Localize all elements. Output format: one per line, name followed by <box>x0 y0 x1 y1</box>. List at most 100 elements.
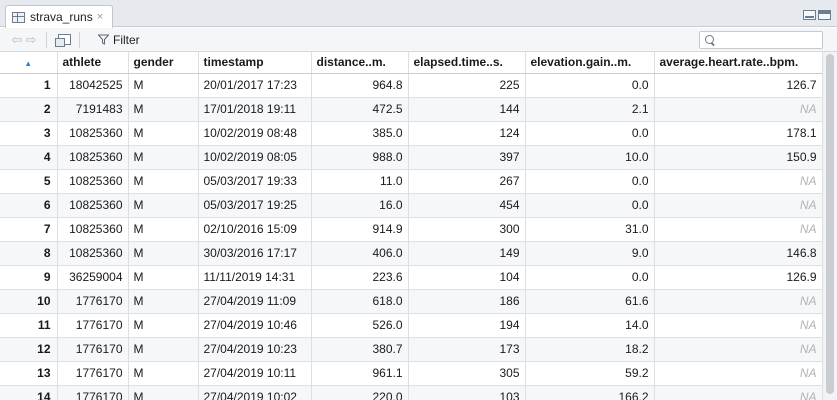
table-row: 4 10825360 M 10/02/2019 08:05 988.0 397 10.0 15… <box>0 145 822 170</box>
table-row: 1 18042525 M 20/01/2017 17:23 964.8 225 0.0 126… <box>0 73 822 98</box>
header-row: ▲ athlete gender timestamp distance..m. … <box>0 52 822 74</box>
athlete-cell: 1776170 <box>57 289 129 314</box>
distance-cell: 380.7 <box>311 337 409 362</box>
column-header-gender[interactable]: gender <box>128 52 199 74</box>
minimize-icon[interactable] <box>803 10 816 20</box>
elapsed-time-cell: 225 <box>408 73 526 98</box>
row-index: 8 <box>0 241 58 266</box>
gender-cell: M <box>128 193 199 218</box>
heart-rate-cell: 150.9 <box>654 145 822 170</box>
column-header-timestamp[interactable]: timestamp <box>198 52 312 74</box>
heart-rate-cell: NA <box>654 385 822 400</box>
heart-rate-cell: 178.1 <box>654 121 822 146</box>
filter-button[interactable]: Filter <box>94 31 144 49</box>
athlete-cell: 1776170 <box>57 337 129 362</box>
heart-rate-cell: 126.9 <box>654 265 822 290</box>
timestamp-cell: 11/11/2019 14:31 <box>198 265 312 290</box>
athlete-cell: 18042525 <box>57 73 129 98</box>
elapsed-time-cell: 305 <box>408 361 526 386</box>
elapsed-time-cell: 124 <box>408 121 526 146</box>
heart-rate-cell: NA <box>654 97 822 122</box>
gender-cell: M <box>128 97 199 122</box>
elevation-gain-cell: 0.0 <box>525 193 655 218</box>
elapsed-time-cell: 173 <box>408 337 526 362</box>
sort-ascending-icon: ▲ <box>24 59 33 69</box>
athlete-cell: 10825360 <box>57 169 129 194</box>
funnel-icon <box>98 34 109 45</box>
arrow-left-icon[interactable]: ⇦ <box>11 31 23 47</box>
elevation-gain-cell: 0.0 <box>525 121 655 146</box>
gender-cell: M <box>128 337 199 362</box>
distance-cell: 11.0 <box>311 169 409 194</box>
timestamp-cell: 02/10/2016 15:09 <box>198 217 312 242</box>
timestamp-cell: 27/04/2019 10:02 <box>198 385 312 400</box>
distance-cell: 406.0 <box>311 241 409 266</box>
row-index: 1 <box>0 73 58 98</box>
timestamp-cell: 20/01/2017 17:23 <box>198 73 312 98</box>
timestamp-cell: 27/04/2019 10:11 <box>198 361 312 386</box>
athlete-cell: 10825360 <box>57 145 129 170</box>
gender-cell: M <box>128 121 199 146</box>
heart-rate-cell: 146.8 <box>654 241 822 266</box>
distance-cell: 618.0 <box>311 289 409 314</box>
table-row: 10 1776170 M 27/04/2019 11:09 618.0 186 61.6 NA <box>0 289 822 314</box>
close-icon[interactable]: × <box>96 11 104 23</box>
toolbar-divider <box>79 31 80 48</box>
row-index: 12 <box>0 337 58 362</box>
table-row: 11 1776170 M 27/04/2019 10:46 526.0 194 14.0 NA <box>0 313 822 338</box>
popout-icon[interactable] <box>55 33 71 47</box>
search-box[interactable] <box>699 31 823 49</box>
heart-rate-cell: NA <box>654 337 822 362</box>
arrow-right-icon[interactable]: ⇨ <box>25 31 37 47</box>
elapsed-time-cell: 104 <box>408 265 526 290</box>
elevation-gain-cell: 9.0 <box>525 241 655 266</box>
search-input[interactable] <box>720 34 820 46</box>
scrollbar-thumb[interactable] <box>826 54 834 394</box>
timestamp-cell: 27/04/2019 11:09 <box>198 289 312 314</box>
data-grid: ▲ athlete gender timestamp distance..m. … <box>0 52 822 400</box>
column-header-athlete[interactable]: athlete <box>57 52 129 74</box>
row-index: 11 <box>0 313 58 338</box>
data-table: ▲ athlete gender timestamp distance..m. … <box>0 52 822 400</box>
gender-cell: M <box>128 385 199 400</box>
row-index: 10 <box>0 289 58 314</box>
gender-cell: M <box>128 241 199 266</box>
row-index: 14 <box>0 385 58 400</box>
distance-cell: 472.5 <box>311 97 409 122</box>
table-row: 7 10825360 M 02/10/2016 15:09 914.9 300 31.0 NA <box>0 217 822 242</box>
row-index: 2 <box>0 97 58 122</box>
tab-strava-runs[interactable]: strava_runs × <box>5 5 113 28</box>
elapsed-time-cell: 149 <box>408 241 526 266</box>
vertical-scrollbar[interactable] <box>822 52 837 400</box>
elapsed-time-cell: 454 <box>408 193 526 218</box>
elapsed-time-cell: 103 <box>408 385 526 400</box>
timestamp-cell: 17/01/2018 19:11 <box>198 97 312 122</box>
row-index-header[interactable]: ▲ <box>0 52 58 74</box>
row-index: 6 <box>0 193 58 218</box>
timestamp-cell: 10/02/2019 08:05 <box>198 145 312 170</box>
row-index: 5 <box>0 169 58 194</box>
elevation-gain-cell: 166.2 <box>525 385 655 400</box>
athlete-cell: 1776170 <box>57 385 129 400</box>
gender-cell: M <box>128 289 199 314</box>
elevation-gain-cell: 2.1 <box>525 97 655 122</box>
elevation-gain-cell: 14.0 <box>525 313 655 338</box>
column-header-average-heart-rate[interactable]: average.heart.rate..bpm. <box>654 52 822 74</box>
timestamp-cell: 10/02/2019 08:48 <box>198 121 312 146</box>
table-row: 9 36259004 M 11/11/2019 14:31 223.6 104 0.0 126… <box>0 265 822 290</box>
table-row: 3 10825360 M 10/02/2019 08:48 385.0 124 0.0 178… <box>0 121 822 146</box>
distance-cell: 914.9 <box>311 217 409 242</box>
maximize-icon[interactable] <box>818 10 831 20</box>
column-header-elevation-gain[interactable]: elevation.gain..m. <box>525 52 655 74</box>
gender-cell: M <box>128 361 199 386</box>
column-header-elapsed-time[interactable]: elapsed.time..s. <box>408 52 526 74</box>
athlete-cell: 1776170 <box>57 313 129 338</box>
column-header-distance[interactable]: distance..m. <box>311 52 409 74</box>
gender-cell: M <box>128 313 199 338</box>
filter-label: Filter <box>113 32 140 47</box>
table-row: 8 10825360 M 30/03/2016 17:17 406.0 149 9.0 146… <box>0 241 822 266</box>
athlete-cell: 10825360 <box>57 217 129 242</box>
athlete-cell: 10825360 <box>57 193 129 218</box>
heart-rate-cell: 126.7 <box>654 73 822 98</box>
heart-rate-cell: NA <box>654 313 822 338</box>
